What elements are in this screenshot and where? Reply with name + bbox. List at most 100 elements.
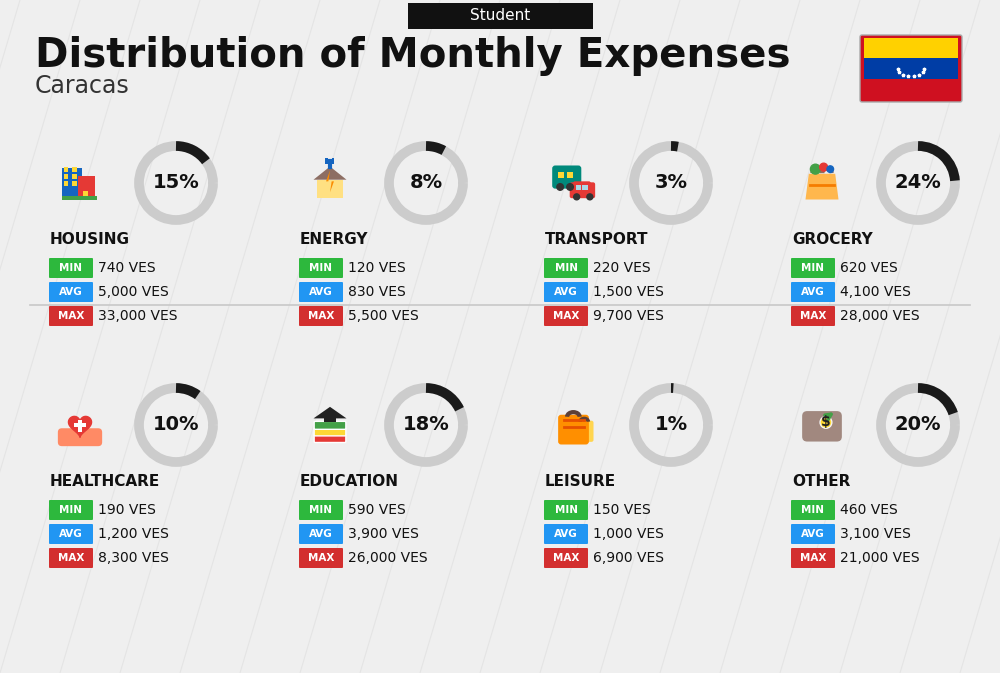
Circle shape: [587, 194, 593, 200]
FancyBboxPatch shape: [791, 524, 835, 544]
Text: 830 VES: 830 VES: [348, 285, 406, 299]
FancyBboxPatch shape: [49, 500, 93, 520]
Bar: [62, 168, 82, 198]
Circle shape: [819, 416, 833, 429]
Text: 8%: 8%: [409, 174, 443, 192]
Polygon shape: [314, 407, 347, 419]
Text: 1,200 VES: 1,200 VES: [98, 527, 169, 541]
Text: 33,000 VES: 33,000 VES: [98, 309, 178, 323]
Text: 24%: 24%: [895, 174, 941, 192]
FancyBboxPatch shape: [408, 3, 593, 29]
Text: EDUCATION: EDUCATION: [300, 474, 399, 489]
Text: 4,100 VES: 4,100 VES: [840, 285, 911, 299]
Text: 5,000 VES: 5,000 VES: [98, 285, 169, 299]
Text: AVG: AVG: [554, 287, 578, 297]
FancyBboxPatch shape: [544, 282, 588, 302]
Text: MIN: MIN: [310, 263, 332, 273]
FancyBboxPatch shape: [314, 421, 346, 429]
Text: 20%: 20%: [895, 415, 941, 435]
Bar: [74, 423, 86, 427]
FancyBboxPatch shape: [49, 282, 93, 302]
FancyBboxPatch shape: [860, 35, 962, 102]
FancyBboxPatch shape: [802, 411, 842, 441]
Text: OTHER: OTHER: [792, 474, 850, 489]
Circle shape: [820, 163, 828, 171]
Text: 1,000 VES: 1,000 VES: [593, 527, 664, 541]
Bar: [332, 158, 334, 164]
Text: 1,500 VES: 1,500 VES: [593, 285, 664, 299]
Text: AVG: AVG: [801, 529, 825, 539]
Text: MAX: MAX: [553, 311, 579, 321]
Text: MAX: MAX: [308, 553, 334, 563]
Bar: [83, 190, 88, 198]
Text: MIN: MIN: [310, 505, 332, 515]
Text: MAX: MAX: [800, 311, 826, 321]
Bar: [864, 58, 958, 79]
Text: 10%: 10%: [153, 415, 199, 435]
FancyBboxPatch shape: [552, 166, 581, 188]
Text: 6,900 VES: 6,900 VES: [593, 551, 664, 565]
FancyBboxPatch shape: [49, 548, 93, 568]
Text: 26,000 VES: 26,000 VES: [348, 551, 428, 565]
Polygon shape: [806, 174, 838, 199]
Text: MIN: MIN: [60, 263, 82, 273]
Bar: [64, 174, 68, 179]
FancyBboxPatch shape: [314, 435, 346, 443]
Bar: [78, 420, 82, 431]
Bar: [324, 416, 336, 422]
Circle shape: [567, 184, 573, 190]
Text: 8,300 VES: 8,300 VES: [98, 551, 169, 565]
Text: 18%: 18%: [403, 415, 449, 435]
FancyBboxPatch shape: [49, 306, 93, 326]
FancyBboxPatch shape: [791, 258, 835, 278]
FancyBboxPatch shape: [791, 500, 835, 520]
FancyBboxPatch shape: [791, 548, 835, 568]
FancyBboxPatch shape: [299, 548, 343, 568]
Circle shape: [810, 164, 820, 174]
Text: AVG: AVG: [554, 529, 578, 539]
FancyBboxPatch shape: [575, 421, 594, 442]
FancyBboxPatch shape: [49, 258, 93, 278]
FancyBboxPatch shape: [570, 182, 595, 199]
FancyBboxPatch shape: [791, 282, 835, 302]
Text: MAX: MAX: [553, 553, 579, 563]
Text: AVG: AVG: [801, 287, 825, 297]
Text: 15%: 15%: [153, 174, 199, 192]
Text: MAX: MAX: [58, 553, 84, 563]
Text: GROCERY: GROCERY: [792, 232, 873, 248]
Text: Student: Student: [470, 9, 530, 24]
Polygon shape: [68, 417, 92, 437]
Text: 460 VES: 460 VES: [840, 503, 898, 517]
Circle shape: [574, 194, 580, 200]
FancyBboxPatch shape: [544, 548, 588, 568]
Text: MIN: MIN: [802, 505, 824, 515]
Text: MIN: MIN: [554, 505, 578, 515]
Text: MIN: MIN: [554, 263, 578, 273]
FancyBboxPatch shape: [544, 524, 588, 544]
Bar: [72, 167, 77, 172]
Circle shape: [557, 184, 563, 190]
Text: 620 VES: 620 VES: [840, 261, 898, 275]
Text: MIN: MIN: [802, 263, 824, 273]
Text: ENERGY: ENERGY: [300, 232, 368, 248]
FancyBboxPatch shape: [558, 415, 589, 444]
Text: MAX: MAX: [800, 553, 826, 563]
Text: LEISURE: LEISURE: [545, 474, 616, 489]
Text: AVG: AVG: [59, 287, 83, 297]
Bar: [72, 174, 77, 179]
Text: 3,100 VES: 3,100 VES: [840, 527, 911, 541]
Text: 1%: 1%: [654, 415, 688, 435]
Bar: [558, 172, 564, 178]
FancyBboxPatch shape: [299, 524, 343, 544]
FancyBboxPatch shape: [791, 306, 835, 326]
Bar: [64, 181, 68, 186]
Bar: [576, 185, 581, 190]
Polygon shape: [314, 166, 347, 180]
Text: MAX: MAX: [308, 311, 334, 321]
FancyBboxPatch shape: [299, 282, 343, 302]
Text: AVG: AVG: [309, 529, 333, 539]
Bar: [72, 181, 77, 186]
Bar: [567, 172, 573, 178]
FancyBboxPatch shape: [314, 428, 346, 436]
Bar: [78, 176, 95, 198]
